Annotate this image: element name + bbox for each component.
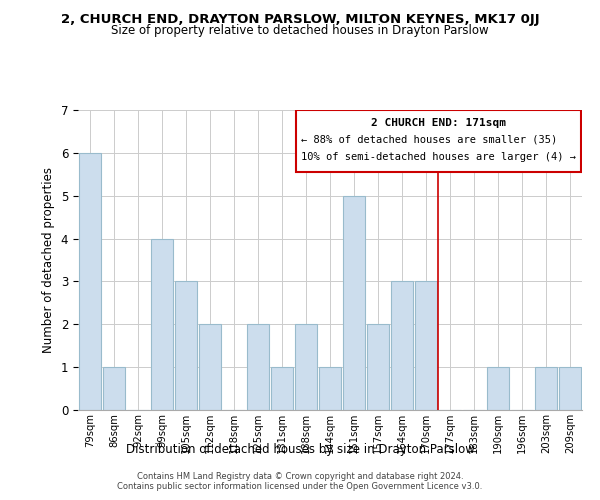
Bar	[79, 153, 101, 410]
Text: Contains HM Land Registry data © Crown copyright and database right 2024.: Contains HM Land Registry data © Crown c…	[137, 472, 463, 481]
Bar	[319, 367, 341, 410]
Bar	[175, 282, 197, 410]
Bar	[247, 324, 269, 410]
Bar	[535, 367, 557, 410]
Bar	[151, 238, 173, 410]
FancyBboxPatch shape	[296, 110, 581, 172]
Bar	[199, 324, 221, 410]
Text: Contains public sector information licensed under the Open Government Licence v3: Contains public sector information licen…	[118, 482, 482, 491]
Bar	[103, 367, 125, 410]
Y-axis label: Number of detached properties: Number of detached properties	[42, 167, 55, 353]
Text: Distribution of detached houses by size in Drayton Parslow: Distribution of detached houses by size …	[125, 442, 475, 456]
Bar	[559, 367, 581, 410]
Bar	[391, 282, 413, 410]
Bar	[295, 324, 317, 410]
Text: Size of property relative to detached houses in Drayton Parslow: Size of property relative to detached ho…	[111, 24, 489, 37]
Bar	[487, 367, 509, 410]
Bar	[271, 367, 293, 410]
Bar	[415, 282, 437, 410]
Text: 10% of semi-detached houses are larger (4) →: 10% of semi-detached houses are larger (…	[301, 152, 576, 162]
Text: 2 CHURCH END: 171sqm: 2 CHURCH END: 171sqm	[371, 118, 506, 128]
Bar	[367, 324, 389, 410]
Text: 2, CHURCH END, DRAYTON PARSLOW, MILTON KEYNES, MK17 0JJ: 2, CHURCH END, DRAYTON PARSLOW, MILTON K…	[61, 12, 539, 26]
Bar	[343, 196, 365, 410]
Text: ← 88% of detached houses are smaller (35): ← 88% of detached houses are smaller (35…	[301, 135, 557, 145]
